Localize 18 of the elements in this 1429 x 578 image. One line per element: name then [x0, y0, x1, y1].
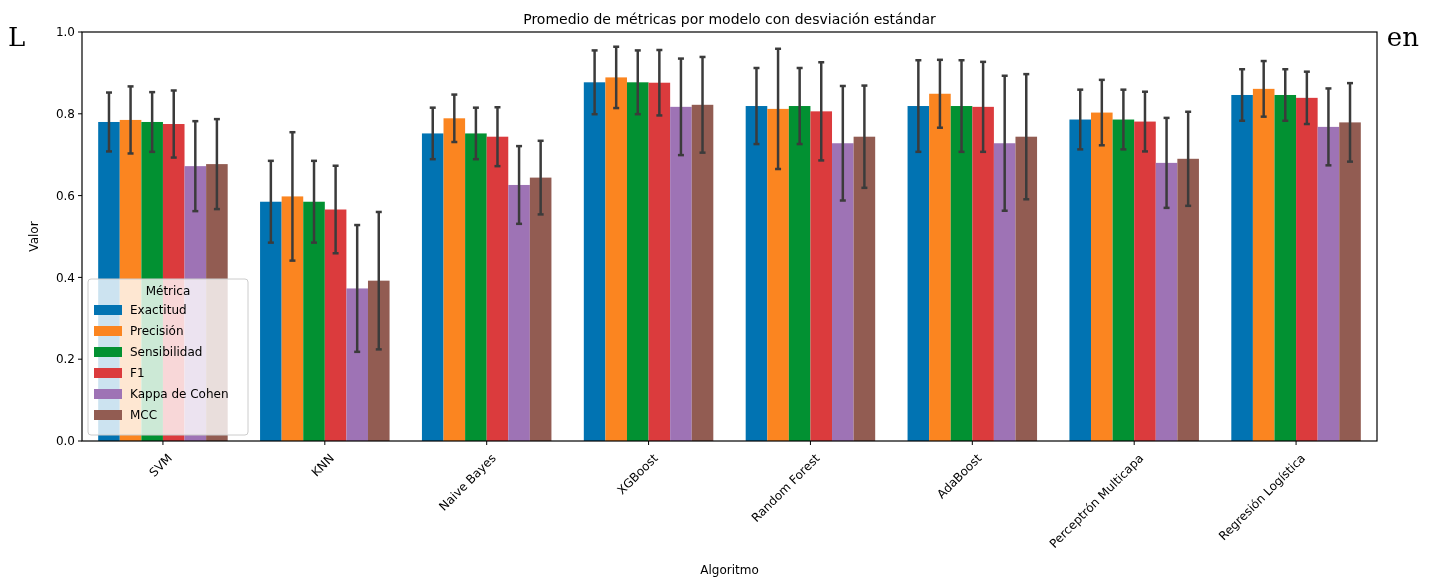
legend-label: Exactitud — [130, 303, 187, 318]
text: L — [8, 22, 26, 52]
y-tick-label: 0.6 — [55, 188, 75, 203]
legend-label: F1 — [130, 366, 145, 381]
y-tick-label: 0.0 — [55, 434, 75, 449]
chart-title: Promedio de métricas por modelo con desviación estándar — [523, 11, 937, 27]
y-tick-label: 0.2 — [55, 352, 75, 367]
text: en — [1386, 22, 1420, 52]
y-tick-label: 0.8 — [55, 107, 75, 121]
legend-label: Kappa de Cohen — [130, 387, 229, 402]
x-axis-title: Algoritmo — [700, 563, 759, 577]
legend-title: Métrica — [145, 284, 191, 298]
legend-label: Precisión — [130, 324, 184, 339]
legend-label: Sensibilidad — [130, 345, 203, 360]
y-axis-title: Valor — [27, 221, 41, 252]
y-tick-label: 0.4 — [55, 270, 75, 285]
legend-label: MCC — [130, 408, 158, 423]
y-tick-label: 1.0 — [55, 25, 75, 40]
